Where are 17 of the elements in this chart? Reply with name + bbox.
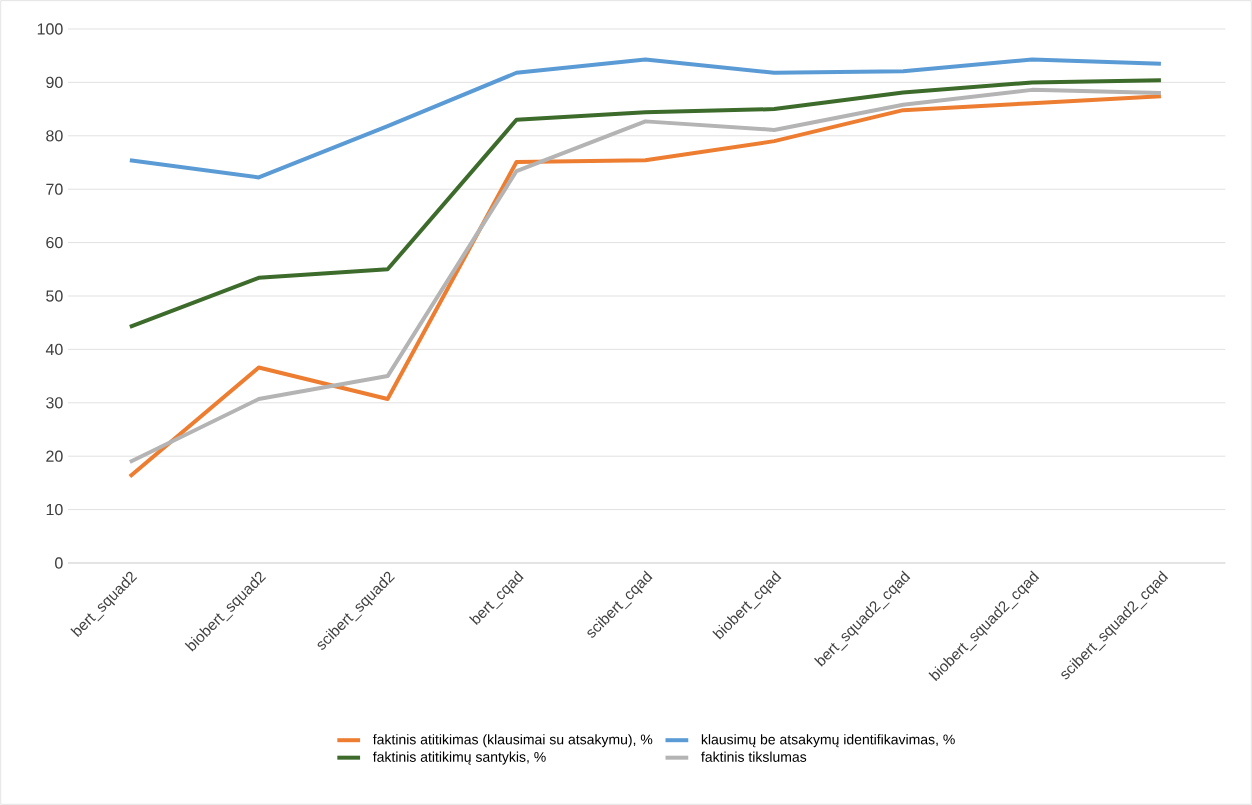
y-tick-label: 90 <box>46 76 63 89</box>
y-tick-label: 60 <box>46 236 63 249</box>
line-series <box>127 57 1163 180</box>
line-series <box>127 78 1163 329</box>
y-tick-label: 80 <box>46 130 63 142</box>
y-tick-label: 40 <box>45 343 63 356</box>
y-tick-label: 30 <box>46 397 63 409</box>
legend-label: faktinis atitikimų santykis, % <box>372 751 546 765</box>
y-tick-label: 20 <box>46 450 63 462</box>
y-tick-label: 50 <box>46 290 63 302</box>
legend-label: faktinis tikslumas <box>701 751 807 762</box>
legend-label: faktinis atitikimas (klausimai su atsakymu), % <box>372 734 653 748</box>
y-tick-label: 0 <box>55 557 63 569</box>
legend-label: klausimų be atsakymų identifikavimas, % <box>701 734 955 748</box>
y-tick-label: 70 <box>46 183 63 195</box>
y-tick-label: 100 <box>37 23 63 35</box>
y-tick-label: 10 <box>46 503 63 516</box>
